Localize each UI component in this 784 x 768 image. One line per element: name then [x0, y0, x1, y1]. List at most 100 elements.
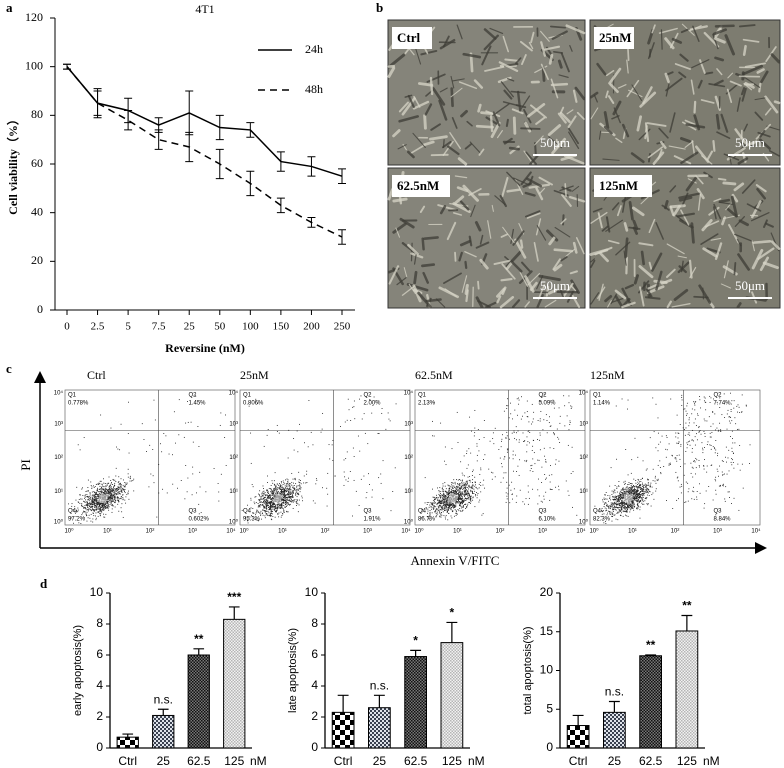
y-tick-label: 0 [37, 302, 43, 316]
event-dot [114, 489, 116, 491]
event-dot [110, 497, 112, 499]
event-dot [152, 475, 154, 477]
event-dot [629, 491, 630, 493]
event-dot [442, 493, 444, 495]
event-dot [628, 501, 630, 503]
event-dot [276, 501, 278, 503]
cell-texture [763, 219, 768, 229]
event-dot [545, 414, 547, 416]
cell-texture [410, 252, 424, 259]
cell-texture [598, 130, 602, 140]
event-dot [279, 505, 281, 507]
event-dot [287, 497, 289, 499]
event-dot [551, 489, 553, 490]
event-dot [626, 491, 628, 493]
cell-texture [439, 38, 456, 50]
event-dot [273, 494, 275, 496]
event-dot [471, 482, 473, 483]
cell-texture [726, 88, 733, 104]
event-dot [274, 500, 275, 502]
event-dot [291, 481, 293, 483]
event-dot [107, 495, 109, 497]
event-dot [476, 454, 478, 456]
event-dot [300, 483, 302, 485]
event-dot [458, 491, 459, 493]
cell-texture [685, 174, 699, 192]
cell-texture [751, 248, 764, 270]
event-dot [611, 502, 613, 504]
event-dot [117, 488, 119, 490]
event-dot [103, 513, 105, 515]
event-dot [98, 495, 100, 497]
event-dot [363, 413, 365, 415]
event-dot [110, 494, 112, 496]
event-dot [272, 511, 273, 512]
event-dot [627, 503, 629, 505]
event-dot [256, 519, 258, 521]
event-dot [122, 487, 124, 489]
event-dot [456, 493, 457, 495]
event-dot [283, 494, 284, 496]
event-dot [105, 497, 107, 499]
event-dot [87, 499, 89, 501]
event-dot [255, 502, 257, 503]
event-dot [624, 506, 626, 507]
event-dot [627, 489, 629, 491]
event-dot [453, 495, 455, 497]
event-dot [275, 488, 277, 490]
cell-texture [750, 212, 770, 222]
cell-texture [621, 301, 636, 309]
cell-texture [403, 267, 408, 278]
event-dot [71, 505, 73, 507]
event-dot [199, 486, 201, 488]
event-dot [96, 497, 98, 499]
event-dot [281, 497, 283, 499]
event-dot [635, 491, 637, 493]
event-dot [122, 516, 124, 518]
event-dot [95, 492, 97, 494]
event-dot [119, 487, 120, 489]
event-dot [444, 510, 445, 512]
event-dot [452, 503, 454, 505]
event-dot [92, 497, 94, 499]
event-dot [96, 489, 98, 491]
event-dot [618, 510, 620, 512]
event-dot [640, 478, 642, 480]
event-dot [273, 489, 275, 490]
event-dot [511, 493, 513, 495]
event-dot [627, 495, 629, 497]
cell-texture [419, 205, 426, 213]
event-dot [462, 505, 464, 507]
event-dot [97, 506, 99, 508]
cell-texture [684, 140, 694, 148]
event-dot [466, 480, 468, 482]
event-dot [289, 485, 291, 487]
cell-texture [464, 143, 473, 150]
event-dot [541, 482, 543, 483]
event-dot [277, 508, 278, 509]
event-dot [629, 492, 631, 494]
event-dot [101, 502, 103, 504]
event-dot [622, 510, 624, 512]
event-dot [103, 502, 105, 504]
event-dot [115, 497, 117, 499]
event-dot [609, 495, 611, 497]
event-dot [100, 494, 102, 496]
event-dot [469, 476, 471, 477]
cell-texture [568, 128, 579, 145]
event-dot [633, 495, 635, 497]
event-dot [460, 497, 462, 499]
event-dot [706, 471, 708, 473]
event-dot [111, 496, 113, 498]
event-dot [87, 508, 89, 510]
event-dot [80, 523, 82, 524]
event-dot [604, 502, 606, 504]
event-dot [618, 485, 620, 487]
cell-texture [530, 104, 547, 119]
event-dot [273, 488, 275, 490]
event-dot [219, 424, 221, 426]
cell-texture [699, 59, 706, 74]
event-dot [112, 488, 114, 490]
event-dot [452, 493, 454, 495]
event-dot [519, 459, 521, 461]
